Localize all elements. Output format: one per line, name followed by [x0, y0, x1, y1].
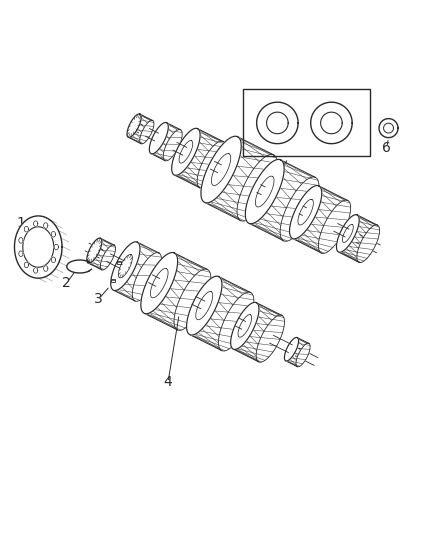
Polygon shape — [238, 314, 251, 337]
Polygon shape — [296, 343, 310, 367]
Polygon shape — [34, 221, 38, 227]
Polygon shape — [219, 292, 254, 351]
Polygon shape — [298, 199, 313, 225]
Polygon shape — [111, 242, 140, 290]
Text: 1: 1 — [17, 216, 25, 230]
Polygon shape — [179, 141, 193, 163]
Polygon shape — [231, 302, 259, 350]
Polygon shape — [19, 251, 23, 256]
Polygon shape — [201, 136, 241, 203]
Bar — [117, 261, 121, 264]
Polygon shape — [196, 292, 213, 320]
Polygon shape — [172, 128, 200, 175]
Polygon shape — [237, 155, 277, 221]
Polygon shape — [280, 177, 319, 241]
Polygon shape — [174, 269, 211, 330]
Polygon shape — [19, 238, 23, 243]
Polygon shape — [163, 130, 182, 161]
Polygon shape — [24, 262, 28, 268]
Text: 6: 6 — [382, 141, 391, 155]
Polygon shape — [343, 224, 353, 243]
Polygon shape — [118, 254, 132, 278]
Polygon shape — [187, 276, 222, 335]
Polygon shape — [255, 176, 274, 207]
Bar — [243, 89, 371, 156]
Polygon shape — [256, 315, 285, 362]
Polygon shape — [384, 123, 393, 133]
Polygon shape — [54, 244, 58, 250]
Polygon shape — [321, 112, 342, 134]
Polygon shape — [127, 114, 141, 138]
Polygon shape — [100, 245, 116, 270]
Polygon shape — [44, 223, 48, 228]
Polygon shape — [141, 253, 178, 314]
Polygon shape — [150, 269, 168, 298]
Polygon shape — [197, 141, 226, 188]
Polygon shape — [24, 227, 28, 232]
Text: 5: 5 — [276, 164, 285, 179]
Text: 3: 3 — [95, 292, 103, 306]
Polygon shape — [379, 119, 398, 138]
Polygon shape — [318, 200, 351, 253]
Polygon shape — [245, 159, 284, 224]
Polygon shape — [132, 253, 162, 301]
Polygon shape — [257, 102, 298, 144]
Polygon shape — [149, 123, 168, 154]
Polygon shape — [87, 238, 102, 263]
Polygon shape — [44, 266, 48, 271]
Polygon shape — [34, 268, 38, 273]
Polygon shape — [212, 154, 231, 185]
Polygon shape — [336, 215, 359, 252]
Polygon shape — [290, 185, 322, 239]
Polygon shape — [14, 216, 62, 278]
Bar — [111, 279, 115, 282]
Polygon shape — [311, 102, 352, 144]
Polygon shape — [140, 120, 154, 144]
Polygon shape — [51, 231, 56, 237]
Polygon shape — [357, 225, 380, 263]
Text: 4: 4 — [164, 375, 172, 390]
Polygon shape — [284, 337, 299, 361]
Polygon shape — [267, 112, 288, 134]
Text: 2: 2 — [62, 276, 71, 290]
Polygon shape — [51, 257, 56, 263]
